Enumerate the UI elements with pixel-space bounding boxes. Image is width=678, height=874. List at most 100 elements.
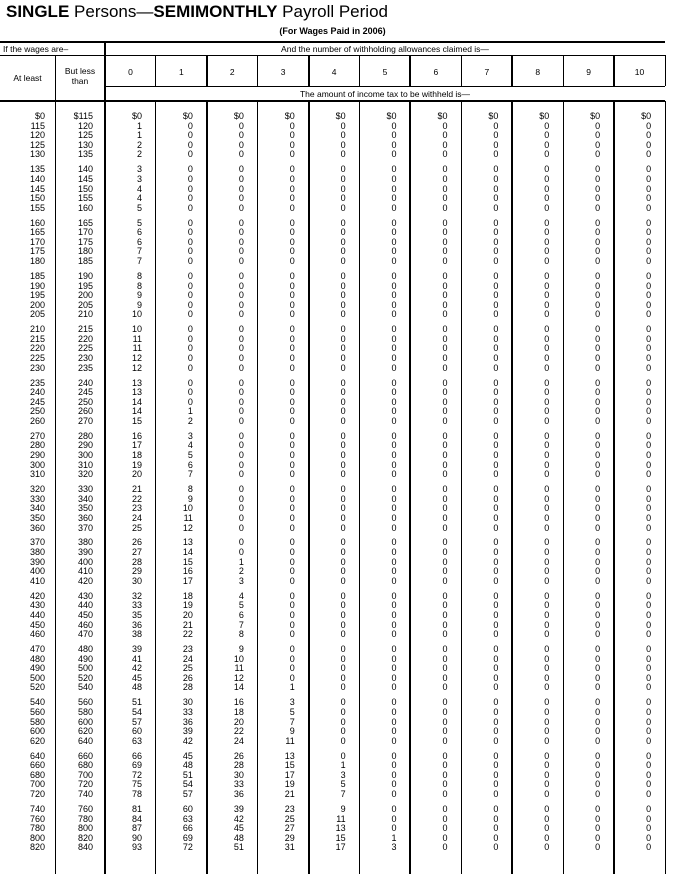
cell-tax-allowance-8: 0 <box>544 120 550 131</box>
cell-tax-allowance-6: 0 <box>442 377 448 388</box>
allowance-column-header: 2 <box>229 67 235 77</box>
cell-tax-allowance-6: 0 <box>442 227 448 238</box>
cell-tax-allowance-7: 0 <box>493 644 499 654</box>
cell-tax-allowance-7: 0 <box>493 750 499 761</box>
table-row: 430 440 33 19 5 0 0 0 0 0 0 0 0 <box>0 601 665 610</box>
cell-tax-allowance-10: 0 <box>646 769 652 780</box>
cell-tax-allowance-8: 0 <box>544 832 550 843</box>
cell-tax-allowance-0: 28 <box>131 556 142 567</box>
cell-tax-allowance-6: 0 <box>442 644 448 654</box>
cell-tax-allowance-8: 0 <box>544 629 550 640</box>
cell-tax-allowance-8: 0 <box>544 333 550 344</box>
table-row: 160 165 5 0 0 0 0 0 0 0 0 0 0 <box>0 218 665 228</box>
cell-but-less-than: 240 <box>77 377 93 388</box>
cell-but-less-than: 640 <box>77 735 93 746</box>
cell-tax-allowance-10: 0 <box>646 832 652 843</box>
cell-tax-allowance-1: 18 <box>182 590 193 601</box>
cell-tax-allowance-9: 0 <box>595 387 601 398</box>
cell-tax-allowance-3: 0 <box>289 430 295 441</box>
cell-tax-allowance-10: 0 <box>646 682 652 693</box>
cell-tax-allowance-7: 0 <box>493 324 499 335</box>
cell-tax-allowance-9: 0 <box>595 343 601 354</box>
cell-tax-allowance-1: 0 <box>187 280 193 291</box>
table-row: 230 235 12 0 0 0 0 0 0 0 0 0 0 <box>0 362 665 373</box>
cell-tax-allowance-1: 0 <box>187 387 193 398</box>
cell-tax-allowance-4: 0 <box>340 706 346 717</box>
cell-tax-allowance-5: 0 <box>391 575 397 586</box>
cell-tax-allowance-9: 0 <box>595 362 601 373</box>
cell-tax-allowance-1: 0 <box>187 246 193 257</box>
cell-tax-allowance-9: 0 <box>595 653 601 664</box>
cell-tax-allowance-3: 17 <box>284 769 295 780</box>
table-row: 210 215 10 0 0 0 0 0 0 0 0 0 0 <box>0 325 665 334</box>
cell-tax-allowance-1: 24 <box>182 653 193 664</box>
cell-tax-allowance-1: 15 <box>182 556 193 567</box>
title-payroll-period: Payroll Period <box>277 2 388 21</box>
cell-tax-allowance-2: 14 <box>233 682 244 693</box>
cell-tax-allowance-8: 0 <box>544 396 550 407</box>
cell-tax-allowance-4: 13 <box>335 823 346 834</box>
cell-tax-allowance-6: 0 <box>442 459 448 470</box>
cell-at-least: 280 <box>29 440 45 451</box>
cell-tax-allowance-4: 0 <box>340 672 346 683</box>
cell-tax-allowance-10: 0 <box>646 324 652 335</box>
cell-tax-allowance-2: 0 <box>238 164 244 175</box>
cell-tax-allowance-5: 0 <box>391 459 397 470</box>
cell-tax-allowance-1: 48 <box>182 760 193 771</box>
column-rule <box>257 101 259 874</box>
cell-tax-allowance-7: 0 <box>493 396 499 407</box>
cell-tax-allowance-8: 0 <box>544 202 550 213</box>
cell-tax-allowance-8: 0 <box>544 324 550 335</box>
cell-tax-allowance-3: 29 <box>284 832 295 843</box>
table-row: $0 $115 $0 $0 $0 $0 $0 $0 $0 $0 $0 $0 $0 <box>0 112 665 121</box>
cell-tax-allowance-2: 0 <box>238 537 244 548</box>
cell-tax-allowance-5: 0 <box>391 415 397 426</box>
cell-tax-allowance-9: 0 <box>595 396 601 407</box>
cell-tax-allowance-9: 0 <box>595 459 601 470</box>
cell-tax-allowance-1: 25 <box>182 663 193 674</box>
cell-tax-allowance-3: 0 <box>289 183 295 194</box>
cell-tax-allowance-7: 0 <box>493 415 499 426</box>
table-row: 270 280 16 3 0 0 0 0 0 0 0 0 0 <box>0 430 665 441</box>
cell-tax-allowance-7: 0 <box>493 789 499 799</box>
cell-tax-allowance-8: 0 <box>544 139 550 150</box>
cell-tax-allowance-10: 0 <box>646 173 652 184</box>
cell-tax-allowance-5: 0 <box>391 202 397 213</box>
allowance-column-header: 8 <box>535 67 541 77</box>
cell-tax-allowance-0: 22 <box>131 493 142 504</box>
table-row: 250 260 14 1 0 0 0 0 0 0 0 0 0 <box>0 407 665 416</box>
cell-tax-allowance-6: 0 <box>442 619 448 630</box>
cell-at-least: 210 <box>29 324 45 335</box>
cell-tax-allowance-7: 0 <box>493 164 499 175</box>
cell-tax-allowance-8: 0 <box>544 130 550 141</box>
cell-tax-allowance-2: $0 <box>233 111 244 121</box>
cell-tax-allowance-1: 7 <box>187 469 193 480</box>
cell-tax-allowance-3: 0 <box>289 202 295 213</box>
cell-tax-allowance-0: 25 <box>131 522 142 533</box>
cell-tax-allowance-7: 0 <box>493 832 499 843</box>
cell-tax-allowance-4: 15 <box>335 832 346 843</box>
cell-tax-allowance-6: 0 <box>442 193 448 204</box>
cell-tax-allowance-6: 0 <box>442 202 448 213</box>
cell-tax-allowance-3: 0 <box>289 575 295 586</box>
table-row: 490 500 42 25 11 0 0 0 0 0 0 0 0 <box>0 664 665 673</box>
cell-tax-allowance-0: 14 <box>131 396 142 407</box>
column-rule <box>562 55 564 86</box>
cell-tax-allowance-6: 0 <box>442 629 448 640</box>
cell-tax-allowance-4: 3 <box>340 769 346 780</box>
cell-tax-allowance-0: 8 <box>136 270 142 281</box>
cell-tax-allowance-10: 0 <box>646 256 652 266</box>
cell-tax-allowance-3: 0 <box>289 280 295 291</box>
cell-tax-allowance-5: 0 <box>391 236 397 247</box>
cell-tax-allowance-4: 0 <box>340 396 346 407</box>
cell-tax-allowance-1: 3 <box>187 430 193 441</box>
cell-tax-allowance-2: 0 <box>238 469 244 480</box>
cell-tax-allowance-1: 11 <box>183 512 193 523</box>
cell-tax-allowance-4: 0 <box>340 309 346 320</box>
cell-tax-allowance-6: 0 <box>442 832 448 843</box>
cell-tax-allowance-8: 0 <box>544 619 550 630</box>
cell-tax-allowance-4: 0 <box>340 653 346 664</box>
cell-tax-allowance-9: 0 <box>595 823 601 834</box>
cell-tax-allowance-8: 0 <box>544 290 550 301</box>
column-rule <box>307 55 310 86</box>
